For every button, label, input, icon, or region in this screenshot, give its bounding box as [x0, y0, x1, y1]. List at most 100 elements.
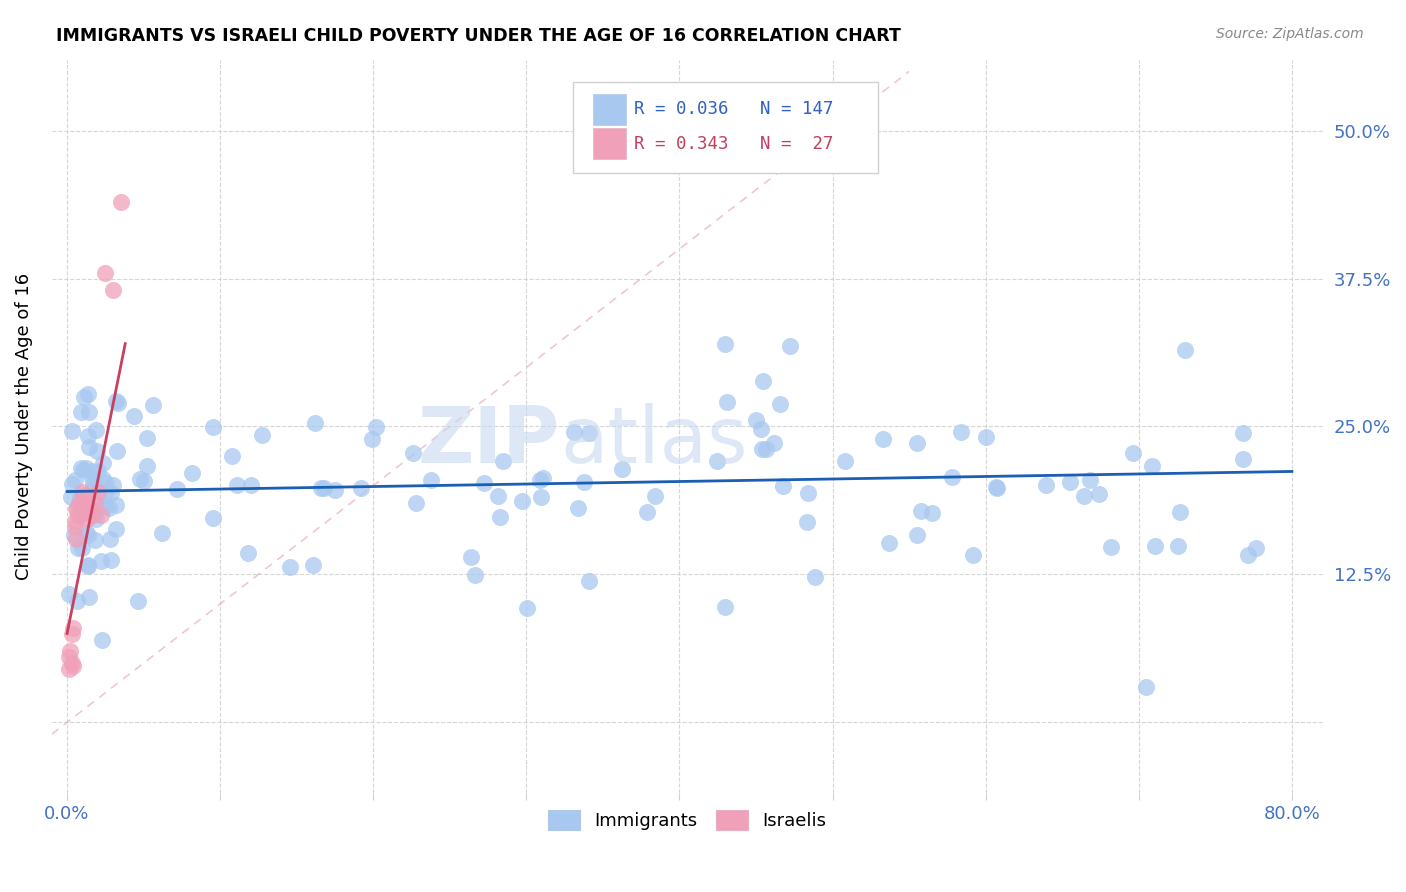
Immigrants	[510, 494, 533, 508]
Immigrants	[101, 478, 124, 492]
Immigrants	[986, 481, 1008, 495]
Immigrants	[984, 480, 1007, 494]
Immigrants	[312, 481, 335, 495]
Immigrants	[877, 535, 900, 549]
Immigrants	[714, 336, 737, 351]
Immigrants	[1078, 473, 1101, 487]
Israelis	[62, 621, 84, 635]
Immigrants	[98, 532, 121, 546]
Immigrants	[86, 443, 108, 458]
Immigrants	[529, 473, 551, 487]
Immigrants	[181, 466, 204, 480]
Immigrants	[104, 522, 127, 536]
Israelis	[66, 508, 89, 523]
Immigrants	[72, 506, 94, 520]
Immigrants	[70, 460, 93, 475]
Immigrants	[76, 460, 98, 475]
FancyBboxPatch shape	[572, 81, 877, 173]
Immigrants	[872, 432, 894, 446]
Israelis	[80, 508, 103, 523]
Immigrants	[87, 464, 110, 478]
Israelis	[59, 644, 82, 658]
Immigrants	[714, 600, 737, 615]
Israelis	[58, 662, 80, 676]
FancyBboxPatch shape	[593, 128, 626, 159]
Immigrants	[1035, 478, 1057, 492]
Immigrants	[1122, 446, 1144, 460]
Immigrants	[100, 552, 122, 566]
Immigrants	[70, 492, 93, 507]
Y-axis label: Child Poverty Under the Age of 16: Child Poverty Under the Age of 16	[15, 273, 32, 580]
Immigrants	[530, 491, 553, 505]
Immigrants	[76, 387, 98, 401]
Immigrants	[489, 509, 512, 524]
Legend: Immigrants, Israelis: Immigrants, Israelis	[543, 805, 832, 836]
Immigrants	[93, 472, 115, 486]
Immigrants	[1168, 505, 1191, 519]
Immigrants	[201, 419, 224, 434]
Immigrants	[107, 395, 129, 409]
Immigrants	[531, 471, 554, 485]
Immigrants	[905, 436, 928, 450]
Immigrants	[949, 425, 972, 439]
Immigrants	[361, 432, 384, 446]
Immigrants	[323, 483, 346, 497]
Immigrants	[278, 560, 301, 574]
Immigrants	[77, 404, 100, 418]
Israelis	[73, 496, 96, 510]
Immigrants	[1237, 549, 1260, 563]
Immigrants	[82, 471, 104, 485]
Immigrants	[1167, 539, 1189, 553]
Immigrants	[127, 594, 149, 608]
Immigrants	[166, 482, 188, 496]
Israelis	[94, 266, 117, 280]
Immigrants	[77, 558, 100, 573]
Immigrants	[84, 533, 107, 548]
Immigrants	[135, 430, 157, 444]
Immigrants	[1144, 539, 1167, 553]
Immigrants	[796, 515, 818, 529]
Immigrants	[77, 528, 100, 542]
Immigrants	[492, 454, 515, 468]
Immigrants	[60, 424, 83, 438]
Israelis	[79, 500, 101, 514]
Immigrants	[150, 525, 173, 540]
Immigrants	[472, 475, 495, 490]
Immigrants	[1232, 452, 1254, 467]
Immigrants	[105, 498, 128, 512]
Immigrants	[75, 524, 97, 539]
FancyBboxPatch shape	[593, 94, 626, 125]
Immigrants	[962, 548, 984, 562]
Israelis	[83, 496, 105, 510]
Immigrants	[772, 479, 794, 493]
Immigrants	[98, 500, 121, 515]
Immigrants	[834, 454, 856, 468]
Immigrants	[66, 594, 89, 608]
Immigrants	[84, 512, 107, 526]
Israelis	[90, 508, 112, 523]
Immigrants	[612, 462, 634, 476]
Immigrants	[752, 374, 775, 388]
Immigrants	[73, 390, 96, 404]
Immigrants	[364, 420, 387, 434]
Immigrants	[58, 587, 80, 601]
Immigrants	[84, 423, 107, 437]
Israelis	[62, 658, 84, 673]
Israelis	[63, 514, 86, 528]
Immigrants	[91, 456, 114, 470]
Immigrants	[59, 490, 82, 504]
Immigrants	[460, 549, 482, 564]
Israelis	[76, 512, 98, 526]
Immigrants	[93, 500, 115, 514]
Immigrants	[910, 503, 932, 517]
Immigrants	[636, 505, 658, 519]
Immigrants	[69, 496, 91, 510]
Immigrants	[716, 395, 738, 409]
Immigrants	[751, 442, 773, 456]
Immigrants	[1232, 426, 1254, 441]
Immigrants	[763, 436, 786, 450]
Immigrants	[77, 440, 100, 454]
Immigrants	[94, 476, 117, 491]
Immigrants	[405, 496, 427, 510]
Israelis	[101, 284, 124, 298]
